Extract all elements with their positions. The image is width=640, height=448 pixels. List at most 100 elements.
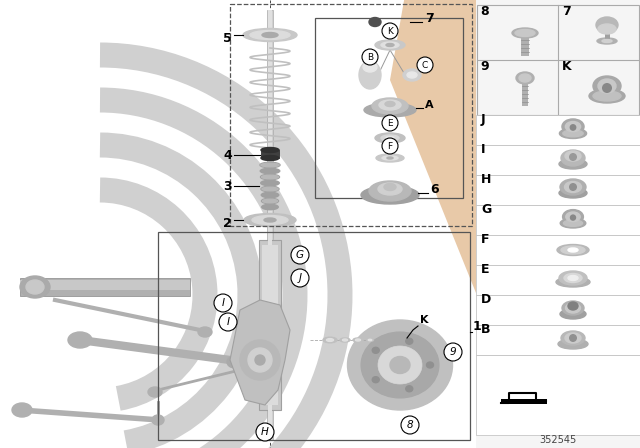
Ellipse shape (348, 320, 452, 410)
Ellipse shape (243, 29, 297, 42)
Text: F: F (387, 142, 392, 151)
Ellipse shape (426, 362, 433, 368)
Circle shape (602, 83, 612, 93)
Ellipse shape (372, 347, 380, 353)
Ellipse shape (375, 133, 405, 143)
Text: H: H (481, 173, 492, 186)
Bar (476, 175, 640, 205)
Ellipse shape (387, 157, 393, 159)
Text: B: B (481, 323, 490, 336)
Bar (476, 355, 640, 435)
Ellipse shape (372, 98, 408, 114)
Polygon shape (390, 0, 476, 293)
Ellipse shape (562, 119, 584, 134)
Ellipse shape (596, 17, 618, 33)
Bar (476, 205, 640, 235)
Ellipse shape (369, 17, 381, 26)
Ellipse shape (12, 403, 32, 417)
Text: 8: 8 (406, 420, 413, 430)
Text: I: I (481, 143, 486, 156)
Ellipse shape (375, 40, 405, 50)
Bar (20, 278, 190, 296)
Ellipse shape (323, 337, 337, 343)
Ellipse shape (564, 181, 582, 193)
Ellipse shape (379, 100, 401, 110)
Ellipse shape (262, 204, 278, 210)
Ellipse shape (361, 332, 439, 398)
Text: E: E (387, 119, 393, 128)
Ellipse shape (563, 130, 583, 137)
Ellipse shape (378, 183, 402, 195)
Ellipse shape (152, 415, 164, 425)
Ellipse shape (248, 348, 272, 372)
Ellipse shape (262, 198, 278, 204)
Text: 6: 6 (430, 183, 438, 196)
Text: F: F (481, 233, 490, 246)
Ellipse shape (260, 174, 280, 180)
Ellipse shape (406, 386, 413, 392)
Ellipse shape (597, 38, 617, 44)
Ellipse shape (260, 180, 279, 186)
Ellipse shape (560, 309, 586, 319)
Ellipse shape (26, 280, 44, 294)
Text: B: B (367, 52, 373, 61)
Ellipse shape (384, 184, 396, 190)
Bar (521, 38, 529, 56)
Text: J: J (298, 273, 301, 283)
Ellipse shape (593, 76, 621, 96)
Text: 7: 7 (425, 12, 434, 25)
Bar (476, 0, 640, 448)
Ellipse shape (355, 339, 360, 341)
Ellipse shape (564, 273, 582, 283)
Ellipse shape (240, 340, 280, 380)
Ellipse shape (260, 162, 280, 168)
Circle shape (214, 294, 232, 312)
Ellipse shape (566, 212, 580, 222)
Text: H: H (261, 427, 269, 437)
Circle shape (417, 57, 433, 73)
Circle shape (291, 246, 309, 264)
Text: 2: 2 (223, 216, 232, 229)
Ellipse shape (566, 303, 580, 313)
Ellipse shape (382, 156, 398, 160)
Ellipse shape (403, 69, 421, 81)
Ellipse shape (342, 339, 348, 341)
Ellipse shape (262, 175, 278, 179)
Ellipse shape (252, 215, 288, 224)
Text: K: K (420, 315, 429, 325)
Bar (267, 10, 273, 440)
Ellipse shape (406, 338, 413, 344)
Bar (20, 280, 190, 290)
Ellipse shape (558, 339, 588, 349)
Ellipse shape (372, 377, 380, 383)
Ellipse shape (262, 199, 278, 203)
Ellipse shape (369, 181, 411, 201)
Text: K: K (387, 26, 393, 35)
Ellipse shape (20, 276, 50, 298)
Ellipse shape (368, 339, 372, 340)
Ellipse shape (326, 339, 333, 341)
Text: 7: 7 (562, 5, 571, 18)
Text: C: C (422, 60, 428, 69)
Ellipse shape (386, 137, 394, 139)
Bar (262, 245, 278, 405)
Text: A: A (425, 100, 434, 110)
Bar (476, 235, 640, 265)
Ellipse shape (593, 91, 621, 101)
Text: 1: 1 (473, 320, 482, 333)
Bar (261, 150, 279, 158)
Ellipse shape (559, 159, 587, 169)
Circle shape (382, 138, 398, 154)
Circle shape (444, 343, 462, 361)
Text: 352545: 352545 (540, 435, 577, 445)
Ellipse shape (561, 150, 585, 166)
Ellipse shape (565, 121, 580, 132)
Ellipse shape (361, 186, 419, 204)
Ellipse shape (602, 39, 612, 43)
Ellipse shape (255, 355, 265, 365)
Ellipse shape (340, 338, 350, 342)
Circle shape (382, 115, 398, 131)
Polygon shape (230, 300, 290, 405)
Bar (501, 399, 547, 404)
Ellipse shape (598, 79, 616, 93)
